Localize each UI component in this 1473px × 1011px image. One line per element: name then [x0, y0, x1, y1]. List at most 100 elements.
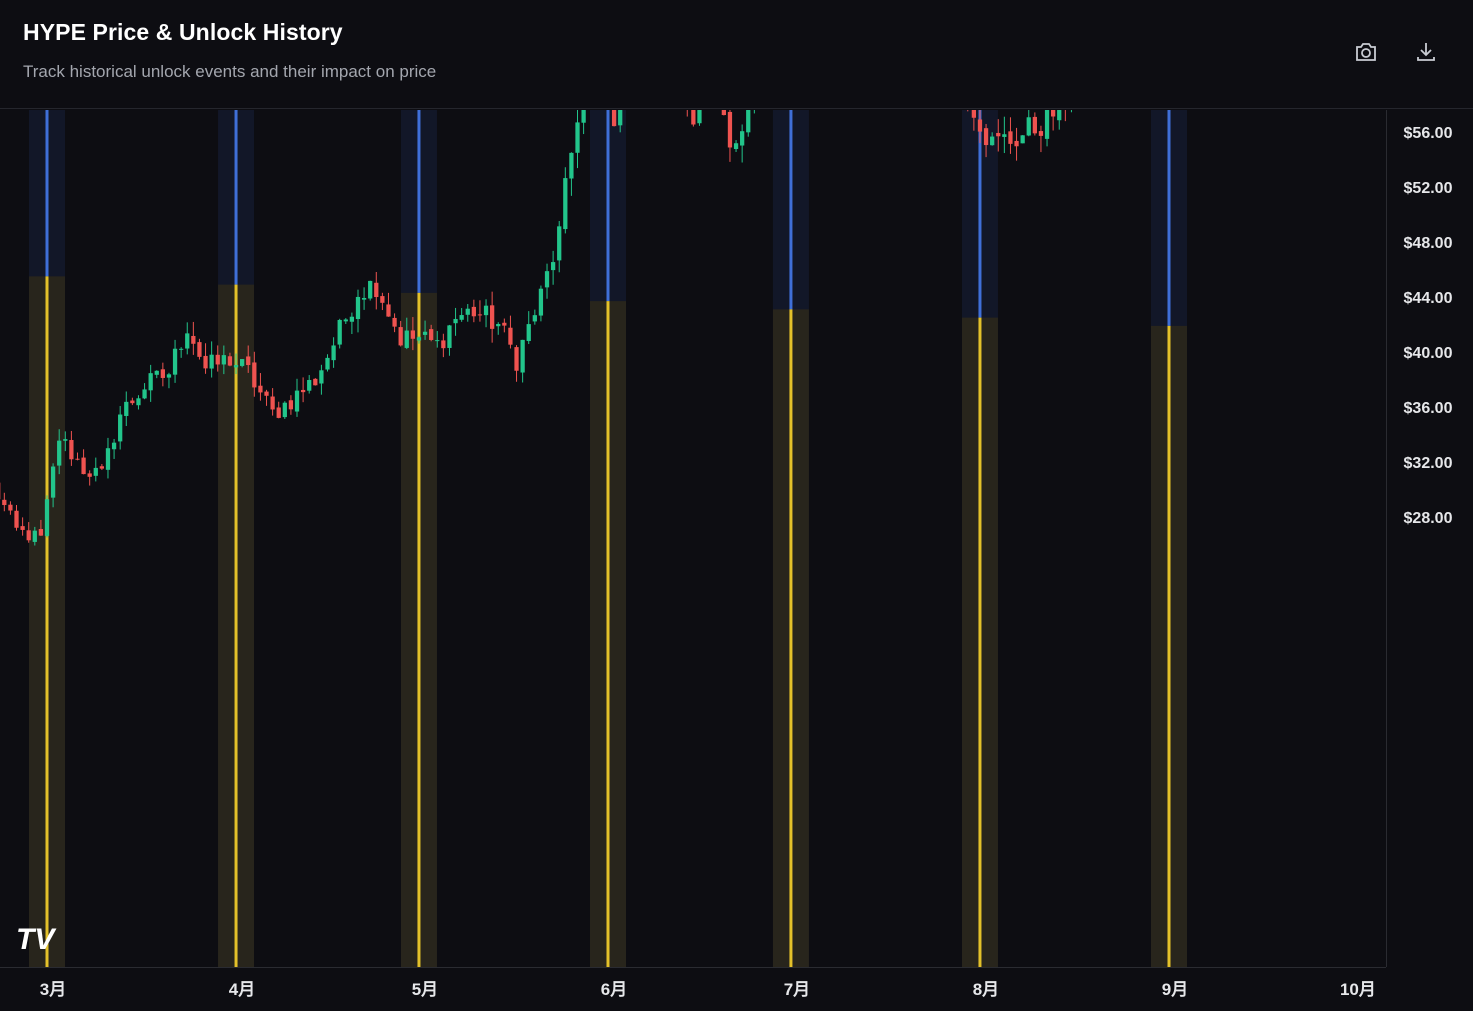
unlock-bar-yellow: [45, 276, 49, 967]
candle: [203, 355, 208, 369]
candle: [221, 355, 226, 365]
candle: [520, 339, 525, 373]
candle: [14, 510, 19, 528]
candle: [502, 322, 507, 326]
candle: [288, 400, 294, 410]
unlock-bar-yellow: [417, 292, 421, 967]
candle: [50, 466, 56, 498]
candle: [75, 458, 80, 460]
candle: [569, 152, 574, 179]
candle: [270, 396, 275, 410]
candle: [398, 327, 403, 346]
unlock-bar-blue: [606, 110, 610, 302]
chart-header: HYPE Price & Unlock History Track histor…: [0, 0, 1473, 109]
candle: [1002, 134, 1007, 137]
candle: [447, 325, 452, 348]
candle: [422, 331, 428, 335]
candle: [142, 389, 147, 399]
y-tick-label: $52.00: [1404, 180, 1453, 197]
candle: [69, 440, 74, 460]
unlock-bar-blue: [978, 110, 982, 318]
candle: [32, 530, 37, 542]
y-tick-label: $36.00: [1404, 400, 1453, 417]
candle: [410, 330, 416, 339]
candle: [508, 327, 513, 345]
candle: [264, 391, 269, 396]
candle: [983, 128, 989, 146]
candle: [99, 466, 105, 469]
candle: [38, 529, 44, 536]
candle: [118, 414, 123, 442]
candle: [185, 333, 190, 349]
download-icon[interactable]: [1410, 36, 1442, 68]
candle: [325, 357, 330, 370]
camera-icon[interactable]: [1350, 36, 1382, 68]
candle: [276, 407, 281, 418]
candle: [1020, 135, 1025, 144]
x-tick-label: 8月: [973, 980, 999, 999]
candle: [258, 385, 263, 393]
candle: [300, 389, 306, 393]
candle: [63, 439, 68, 441]
candle: [550, 262, 556, 271]
candle: [611, 110, 617, 127]
candle: [1038, 131, 1044, 136]
x-tick-label: 5月: [412, 980, 438, 999]
candle: [990, 136, 995, 146]
candle: [331, 345, 336, 361]
candle: [575, 122, 580, 153]
candle: [1051, 110, 1056, 117]
candle: [343, 319, 348, 322]
candle: [81, 457, 86, 475]
x-tick-label: 10月: [1340, 980, 1376, 999]
candle: [514, 347, 519, 371]
unlock-bar-yellow: [606, 301, 610, 967]
candle: [361, 297, 367, 300]
candle: [337, 319, 342, 345]
candle: [392, 317, 397, 327]
x-tick-label: 7月: [784, 980, 810, 999]
candle: [544, 271, 550, 288]
candle: [490, 305, 495, 329]
candle: [172, 348, 178, 375]
candle: [746, 110, 751, 133]
price-chart[interactable]: 3.30%3.20%3.10%3.00%2.90%2.80%2.70%$82.4…: [0, 110, 1473, 1011]
candle: [57, 440, 62, 466]
candle: [691, 110, 696, 125]
candle: [197, 342, 202, 357]
candle: [44, 499, 50, 536]
candle: [215, 354, 220, 365]
unlock-bar-blue: [417, 110, 421, 293]
x-tick-label: 9月: [1162, 980, 1188, 999]
unlock-bar-yellow: [789, 309, 793, 967]
candle: [93, 467, 98, 476]
candle: [496, 324, 501, 327]
candle: [319, 370, 324, 384]
candle: [105, 448, 111, 470]
candle: [2, 499, 7, 506]
candle: [26, 530, 31, 541]
candle: [1044, 110, 1050, 139]
candle: [246, 356, 251, 366]
y-tick-label: $40.00: [1404, 345, 1453, 362]
candle: [526, 324, 531, 342]
y-tick-label: $32.00: [1404, 455, 1453, 472]
unlock-bar-blue: [234, 110, 238, 285]
candle: [252, 362, 257, 388]
candle: [124, 401, 129, 416]
candle: [459, 315, 464, 320]
candle: [971, 110, 977, 118]
unlock-bar-yellow: [234, 284, 238, 967]
candle: [179, 348, 184, 350]
unlock-bar-blue: [45, 110, 49, 277]
candle: [191, 335, 196, 344]
candle: [477, 314, 483, 316]
candle: [404, 330, 409, 348]
candle: [563, 178, 568, 230]
candle: [465, 308, 470, 315]
candle: [1057, 110, 1062, 121]
candle: [8, 504, 13, 511]
candle: [209, 354, 214, 369]
candle: [374, 282, 379, 298]
candle: [148, 373, 153, 391]
